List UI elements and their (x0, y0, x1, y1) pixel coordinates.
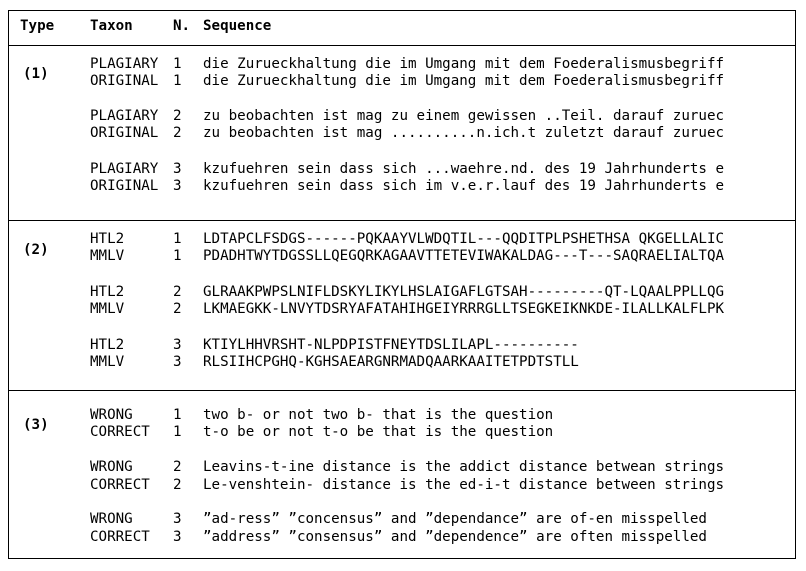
row-sequence: kzufuehren sein dass sich im v.e.r.lauf … (203, 178, 725, 194)
table-frame (8, 10, 796, 559)
row-number: 3 (173, 529, 182, 545)
row-number: 3 (173, 337, 182, 353)
row-sequence: zu beobachten ist mag ..........n.ich.t … (203, 125, 725, 141)
row-taxon: PLAGIARY (90, 161, 159, 177)
row-sequence: t-o be or not t-o be that is the questio… (203, 424, 554, 440)
row-number: 3 (173, 161, 182, 177)
row-sequence: Leavins-t-ine distance is the addict dis… (203, 459, 725, 475)
row-sequence: ”ad-ress” ”concensus” and ”dependance” a… (203, 511, 707, 527)
header-type: Type (20, 18, 55, 34)
row-sequence: kzufuehren sein dass sich ...waehre.nd. … (203, 161, 725, 177)
group-divider-1 (8, 220, 796, 221)
row-sequence: two b- or not two b- that is the questio… (203, 407, 554, 423)
header-n: N. (173, 18, 191, 34)
row-taxon: ORIGINAL (90, 178, 159, 194)
row-sequence: Le-venshtein- distance is the ed-i-t dis… (203, 477, 725, 493)
row-sequence: zu beobachten ist mag zu einem gewissen … (203, 108, 725, 124)
header-taxon: Taxon (90, 18, 133, 34)
row-number: 1 (173, 231, 182, 247)
row-taxon: CORRECT (90, 424, 150, 440)
row-taxon: HTL2 (90, 337, 125, 353)
row-number: 2 (173, 125, 182, 141)
row-taxon: WRONG (90, 459, 133, 475)
row-sequence: GLRAAKPWPSLNIFLDSKYLIKYLHSLAIGAFLGTSAH--… (203, 284, 725, 300)
row-sequence: PDADHTWYTDGSSLLQEGQRKAGAAVTTETEVIWAKALDA… (203, 248, 725, 264)
group-type-label: (2) (23, 242, 49, 258)
row-sequence: die Zurueckhaltung die im Umgang mit dem… (203, 56, 725, 72)
row-number: 1 (173, 424, 182, 440)
row-taxon: WRONG (90, 407, 133, 423)
row-sequence: ”address” ”consensus” and ”dependence” a… (203, 529, 707, 545)
row-taxon: MMLV (90, 248, 125, 264)
row-taxon: PLAGIARY (90, 56, 159, 72)
row-number: 2 (173, 108, 182, 124)
row-number: 2 (173, 301, 182, 317)
row-number: 2 (173, 459, 182, 475)
row-number: 1 (173, 56, 182, 72)
row-taxon: PLAGIARY (90, 108, 159, 124)
group-divider-2 (8, 390, 796, 391)
row-number: 1 (173, 407, 182, 423)
row-sequence: LKMAEGKK-LNVYTDSRYAFATAHIHGEIYRRRGLLTSEG… (203, 301, 725, 317)
row-taxon: HTL2 (90, 284, 125, 300)
row-taxon: ORIGINAL (90, 125, 159, 141)
row-number: 3 (173, 178, 182, 194)
row-number: 3 (173, 354, 182, 370)
row-number: 2 (173, 477, 182, 493)
row-number: 2 (173, 284, 182, 300)
row-sequence: LDTAPCLFSDGS------PQKAAYVLWDQTIL---QQDIT… (203, 231, 725, 247)
group-type-label: (1) (23, 66, 49, 82)
row-taxon: MMLV (90, 301, 125, 317)
row-taxon: MMLV (90, 354, 125, 370)
row-number: 1 (173, 248, 182, 264)
row-sequence: die Zurueckhaltung die im Umgang mit dem… (203, 73, 725, 89)
row-taxon: ORIGINAL (90, 73, 159, 89)
header-divider (8, 45, 796, 46)
row-taxon: CORRECT (90, 529, 150, 545)
row-sequence: RLSIIHCPGHQ-KGHSAEARGNRMADQAARKAAITETPDT… (203, 354, 579, 370)
row-taxon: WRONG (90, 511, 133, 527)
row-number: 3 (173, 511, 182, 527)
row-sequence: KTIYLHHVRSHT-NLPDPISTFNEYTDSLILAPL------… (203, 337, 579, 353)
row-number: 1 (173, 73, 182, 89)
header-sequence: Sequence (203, 18, 272, 34)
row-taxon: HTL2 (90, 231, 125, 247)
group-type-label: (3) (23, 417, 49, 433)
row-taxon: CORRECT (90, 477, 150, 493)
